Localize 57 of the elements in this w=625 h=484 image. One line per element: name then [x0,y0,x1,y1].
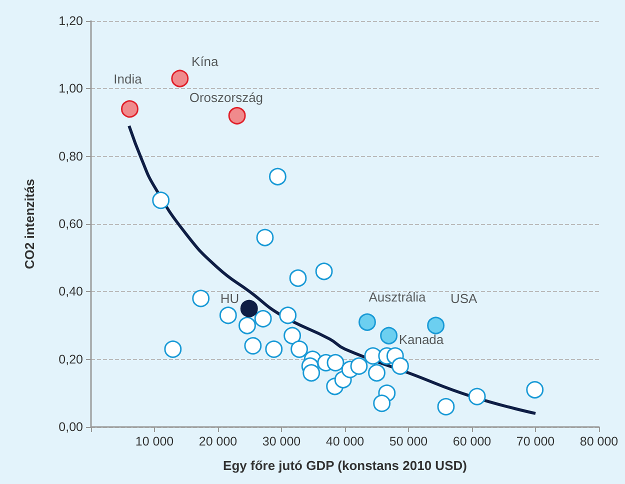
x-tick-label: 50 000 [389,434,428,448]
point [254,310,272,328]
point [427,316,445,334]
annotation: Kína [192,54,220,70]
annotation: India [114,71,143,86]
point [192,290,210,308]
x-tick-label: 30 000 [262,434,301,448]
point [171,70,189,88]
y-tick-label: 0,60 [58,217,84,231]
point [121,100,138,118]
annotation: HU [220,291,240,306]
y-tick-label: 0,00 [58,420,84,434]
y-tick-label: 0,80 [58,149,84,164]
point [228,106,246,124]
x-tick-label: 40 000 [326,434,364,448]
point [244,337,262,355]
annotation: Ausztrália [368,290,427,305]
point [315,262,333,280]
y-axis-title: CO2 intenzitás [22,178,37,270]
point [350,357,368,375]
point [219,306,237,324]
point [238,316,256,334]
point [526,381,544,399]
y-tick-label: 0,20 [58,352,84,366]
y-tick-label: 1,20 [58,14,84,28]
point [437,398,455,416]
point [256,228,274,246]
point [240,300,258,318]
annotation: Oroszország [189,90,264,106]
point [290,340,308,358]
x-tick-label: 60 000 [452,434,492,448]
point [302,364,320,382]
point [265,340,283,358]
x-axis-title: Egy főre jutó GDP (konstans 2010 USD) [223,458,467,473]
point [380,326,398,344]
x-tick-label: 80 000 [580,434,618,448]
point [284,326,302,344]
point [358,313,376,331]
point [392,357,409,375]
line-series [128,124,537,415]
x-tick-label: 10 000 [135,434,174,448]
x-tick-label: 70 000 [516,434,555,448]
point [268,168,286,186]
point [164,340,182,358]
point [152,192,170,210]
point [289,269,307,287]
y-tick-label: 1,00 [58,82,84,96]
point [368,364,386,382]
point [373,394,391,412]
x-tick-label: 20 000 [198,434,238,448]
y-tick-label: 0,40 [58,284,84,299]
point [364,347,382,365]
annotation: USA [450,291,478,306]
annotation: Kanada [398,332,444,348]
point [326,354,344,372]
point [468,388,486,406]
point [279,306,297,324]
